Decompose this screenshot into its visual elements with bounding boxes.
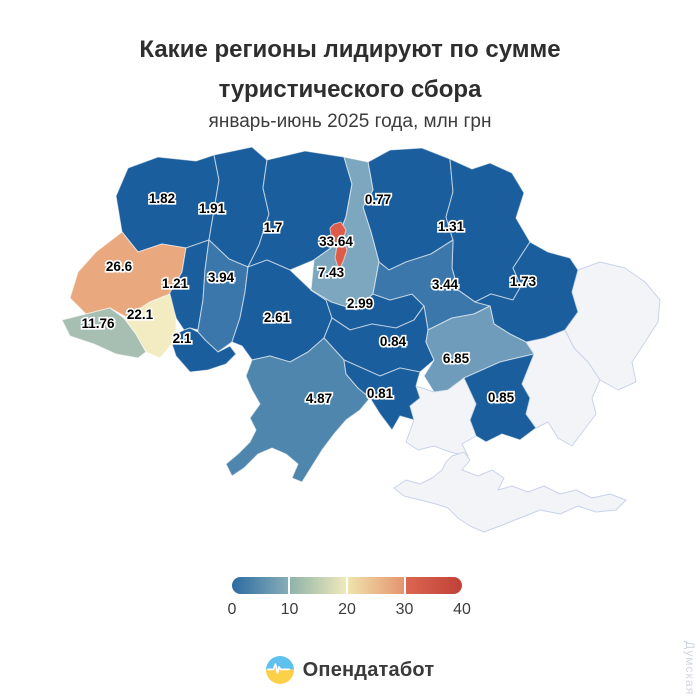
region-value-label-kharkiv: 1.73	[510, 274, 537, 289]
region-value-label-kyiv-city: 33.64	[319, 234, 353, 249]
region-value-label-khmelnytskyi: 3.94	[208, 270, 235, 285]
region-value-label-zakarpattia: 11.76	[81, 316, 115, 331]
legend-tick-0: 0	[227, 601, 237, 618]
color-scale-bar	[232, 577, 462, 594]
title-line-2: туристического сбора	[218, 76, 482, 103]
region-value-label-kirovohrad: 0.84	[380, 334, 407, 349]
legend-tick-20: 20	[338, 601, 356, 618]
region-value-label-cherkasy: 2.99	[347, 296, 373, 311]
legend-segment-30-40	[406, 577, 462, 594]
region-value-label-odesa: 4.87	[306, 391, 332, 406]
region-value-label-volyn: 1.82	[149, 191, 175, 206]
legend-tick-10: 10	[280, 601, 299, 618]
region-value-label-mykolaiv: 0.81	[367, 386, 394, 401]
region-value-label-ivano-frankivsk: 22.1	[127, 307, 154, 322]
region-value-label-zhytomyr: 1.7	[264, 220, 283, 235]
region-value-label-sumy: 1.31	[438, 219, 465, 234]
title-line-1: Какие регионы лидируют по сумме	[139, 36, 561, 63]
region-value-label-rivne: 1.91	[199, 201, 226, 216]
legend-tick-40: 40	[453, 601, 471, 618]
region-zakarpattia	[61, 307, 147, 359]
region-mykolaiv	[343, 359, 421, 431]
watermark: Думская	[683, 640, 697, 695]
legend-segment-10-20	[290, 577, 346, 594]
region-value-label-kyiv-oblast: 7.43	[318, 265, 345, 280]
color-scale-legend: 0 10 20 30 40	[228, 577, 471, 621]
legend-ticks: 0 10 20 30 40	[228, 601, 471, 621]
subtitle: январь-июнь 2025 года, млн грн	[208, 111, 492, 132]
opendatabot-brand: Опендатабот	[0, 656, 700, 684]
legend-tick-30: 30	[395, 601, 414, 618]
page-title: Какие регионы лидируют по сумме туристич…	[0, 30, 700, 110]
region-value-label-lviv: 26.6	[106, 259, 133, 274]
region-value-label-dnipro: 6.85	[443, 351, 470, 366]
region-kyiv-city	[329, 221, 348, 271]
region-value-label-chernivtsi: 2.1	[173, 331, 192, 346]
region-crimea-no-data	[393, 451, 627, 533]
brand-name: Опендатабот	[302, 658, 435, 681]
region-value-label-chernihiv: 0.77	[365, 192, 391, 207]
region-chernivtsi	[171, 327, 237, 373]
region-value-label-ternopil: 1.21	[162, 276, 189, 291]
legend-segment-0-10	[232, 577, 288, 594]
region-value-label-poltava: 3.44	[432, 277, 459, 292]
region-value-label-vinnytsia: 2.61	[264, 310, 291, 325]
region-value-label-zaporizhzhia: 0.85	[488, 390, 515, 405]
opendatabot-logo-icon	[265, 656, 294, 684]
region-zaporizhzhia	[463, 353, 537, 443]
legend-segment-20-30	[348, 577, 404, 594]
